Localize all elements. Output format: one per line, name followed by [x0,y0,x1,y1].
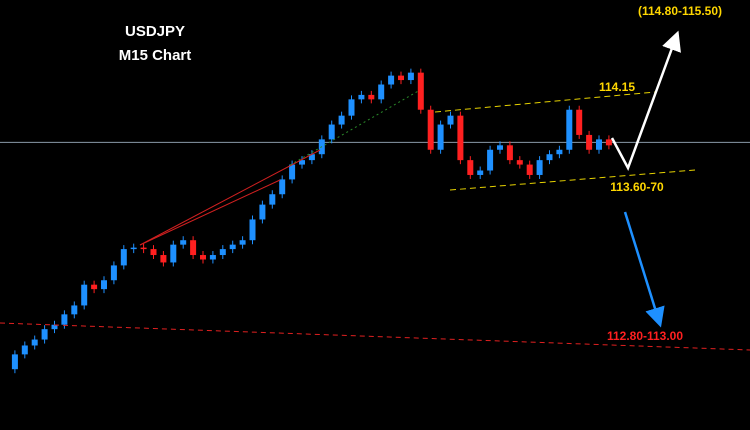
candle-body [170,244,177,263]
candle-body [576,109,583,135]
candle-body [556,149,563,155]
annotation: 114.15 [599,80,635,94]
candle-body [299,160,305,165]
candle-body [249,219,256,241]
candle-body [51,324,58,330]
candle-body [457,115,464,161]
candle-body [506,145,513,161]
annotation: (114.80-115.50) [638,4,722,18]
candle-body [219,249,226,256]
candle-body [487,149,494,171]
candle-body [546,154,553,161]
channel-bottom [449,169,696,191]
trend-line [289,89,421,166]
candle-body [239,240,246,245]
down-arrow [623,211,665,328]
trend-line [139,149,321,246]
candle-body [605,139,612,146]
candle-body [269,194,276,205]
candle-body [91,284,98,290]
candle-body [407,72,414,81]
candle-body [566,109,573,150]
channel-top [434,91,656,113]
candle-body [209,255,216,260]
candle-body [21,345,28,355]
candle-body [41,329,48,340]
candle-body [259,204,266,220]
candle-body [130,247,137,250]
candle-body [150,249,157,256]
candle-body [180,240,187,245]
candle-body [61,314,68,325]
candle-body [338,115,345,125]
candle-body [596,139,602,150]
candle-body [190,240,197,256]
candle-body [348,99,355,116]
candle-body [477,170,484,175]
chart-subtitle: M15 Chart [119,47,192,64]
candle-body [437,124,444,150]
candle-body [388,75,395,85]
candle-body [81,284,88,306]
candle-body [467,160,474,175]
candle-body [11,354,18,370]
candle-body [368,94,375,100]
up-arrow [610,30,681,172]
candle-body [31,339,38,346]
candle-body [308,154,315,161]
annotation: 113.60-70 [610,180,664,194]
candle-body [526,164,533,175]
annotation: 112.80-113.00 [607,329,683,343]
candle-body [417,72,424,110]
support-line [0,322,750,351]
candle-body [358,94,365,100]
candle-body [279,179,286,195]
candle-body [516,160,523,165]
candle-body [497,145,503,150]
plot-area [0,68,750,374]
candle-body [427,109,434,150]
chart-title: USDJPY [125,23,185,40]
candle-body [200,255,206,260]
candle-body [586,134,593,150]
candle-body [398,75,404,81]
candle-body [536,160,543,175]
candle-body [160,255,167,263]
candle-body [289,164,296,180]
candle-body [140,247,147,250]
candle-body [71,305,78,315]
candle-body [110,265,117,281]
candle-body [120,249,127,266]
candle-body [229,244,236,250]
candle-body [378,84,385,100]
trend-line [139,179,281,246]
candle-body [328,124,335,140]
candle-body [101,280,107,290]
candle-body [447,115,454,125]
